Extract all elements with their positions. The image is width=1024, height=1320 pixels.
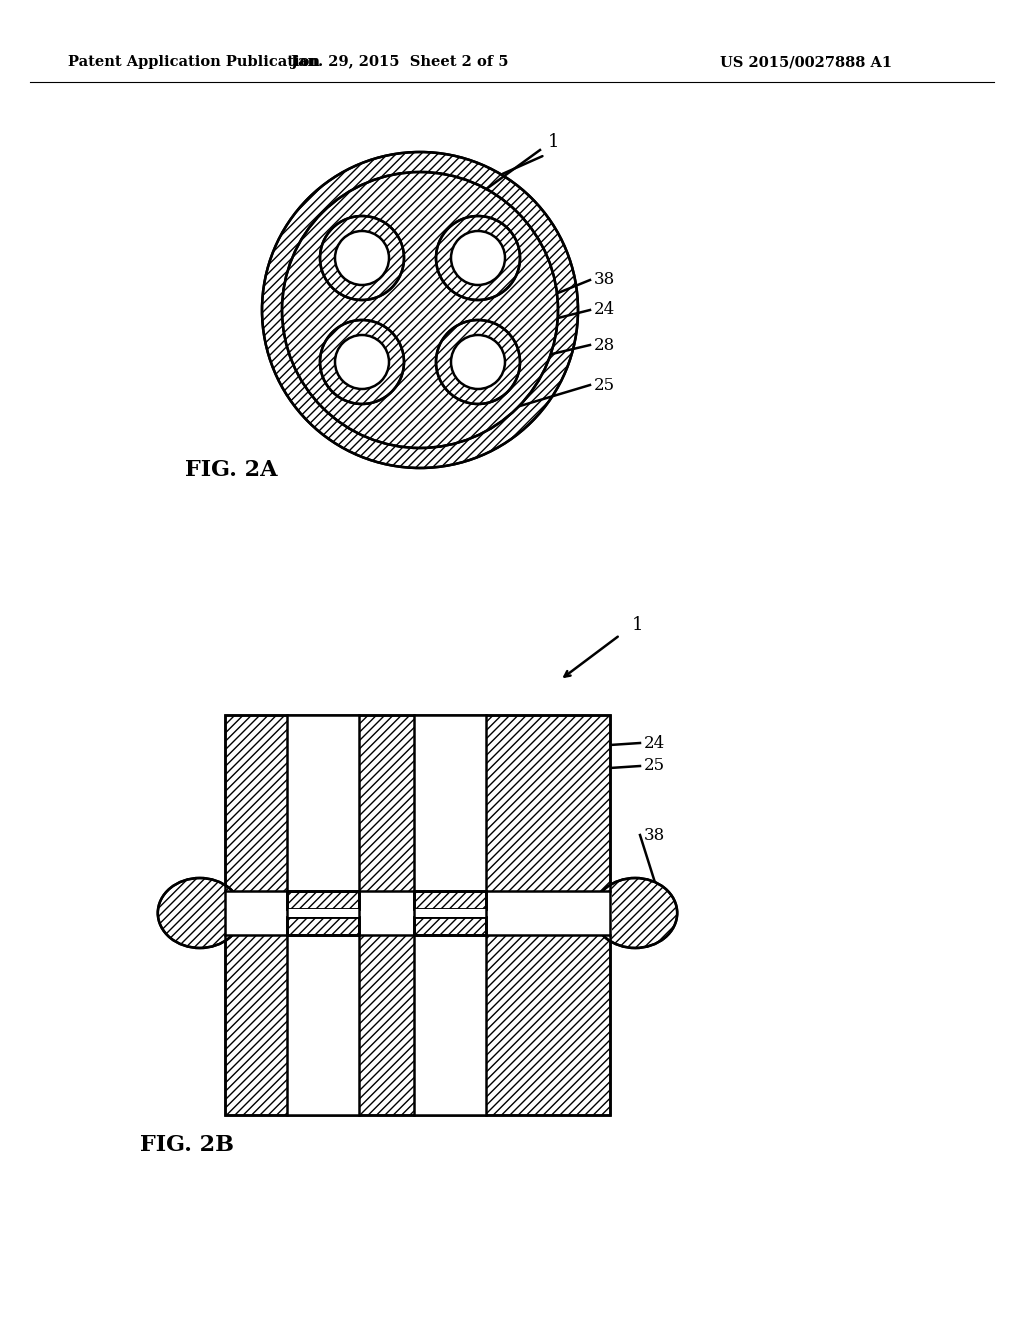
Circle shape <box>335 231 389 285</box>
Text: 28: 28 <box>427 949 449 966</box>
Text: 1: 1 <box>632 616 643 634</box>
Text: US 2015/0027888 A1: US 2015/0027888 A1 <box>720 55 892 69</box>
Text: FIG. 2A: FIG. 2A <box>185 459 278 480</box>
Text: FIG. 2B: FIG. 2B <box>140 1134 234 1156</box>
Bar <box>225 715 610 1115</box>
Circle shape <box>451 231 505 285</box>
Bar <box>287 917 359 935</box>
Text: 24: 24 <box>644 734 666 751</box>
Text: 25: 25 <box>594 376 615 393</box>
Bar <box>414 909 486 917</box>
Circle shape <box>319 216 404 300</box>
Bar <box>225 891 610 935</box>
Bar <box>568 891 612 935</box>
Text: 24: 24 <box>594 301 615 318</box>
Circle shape <box>436 216 520 300</box>
Bar <box>287 891 359 909</box>
Circle shape <box>335 335 389 389</box>
Text: 38: 38 <box>644 826 666 843</box>
Bar <box>287 909 359 917</box>
Ellipse shape <box>593 878 677 948</box>
Ellipse shape <box>158 878 242 948</box>
Circle shape <box>436 319 520 404</box>
Text: 25: 25 <box>644 758 666 775</box>
Bar <box>287 891 359 909</box>
Circle shape <box>282 172 558 447</box>
Text: Jan. 29, 2015  Sheet 2 of 5: Jan. 29, 2015 Sheet 2 of 5 <box>291 55 509 69</box>
Circle shape <box>319 319 404 404</box>
Bar <box>287 715 359 1115</box>
Bar <box>414 891 486 909</box>
Bar <box>414 891 486 909</box>
Text: 38: 38 <box>594 272 615 289</box>
Bar <box>414 917 486 935</box>
Circle shape <box>451 335 505 389</box>
Bar <box>287 917 359 935</box>
Text: Patent Application Publication: Patent Application Publication <box>68 55 319 69</box>
Bar <box>225 715 610 1115</box>
Bar <box>414 917 486 935</box>
Bar <box>225 715 610 1115</box>
Text: 1: 1 <box>548 133 559 150</box>
Bar <box>414 715 486 1115</box>
Bar <box>225 891 267 935</box>
Text: 28: 28 <box>594 337 615 354</box>
